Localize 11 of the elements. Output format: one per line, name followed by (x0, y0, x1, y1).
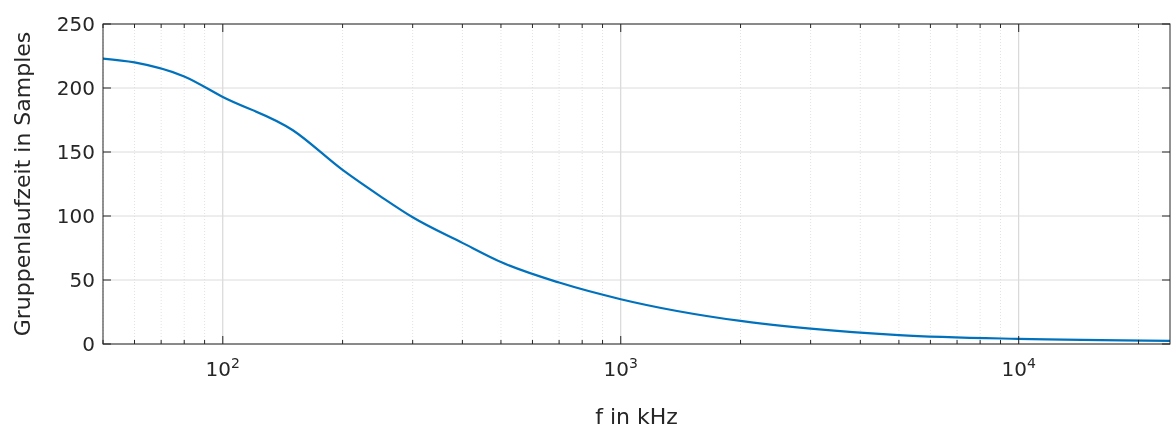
y-axis-title: Gruppenlaufzeit in Samples (10, 31, 35, 337)
y-tick-label: 50 (69, 268, 95, 292)
y-tick-label: 200 (56, 76, 95, 100)
x-tick-label: 10$^{4}$ (1001, 355, 1036, 381)
y-tick-label: 150 (56, 140, 95, 164)
x-axis-title: f in kHz (595, 404, 678, 429)
y-tick-label: 0 (82, 332, 95, 356)
x-tick-label: 10$^{2}$ (205, 355, 240, 381)
y-tick-label: 100 (56, 204, 95, 228)
y-tick-label: 250 (56, 12, 95, 36)
x-tick-label: 10$^{3}$ (603, 355, 638, 381)
